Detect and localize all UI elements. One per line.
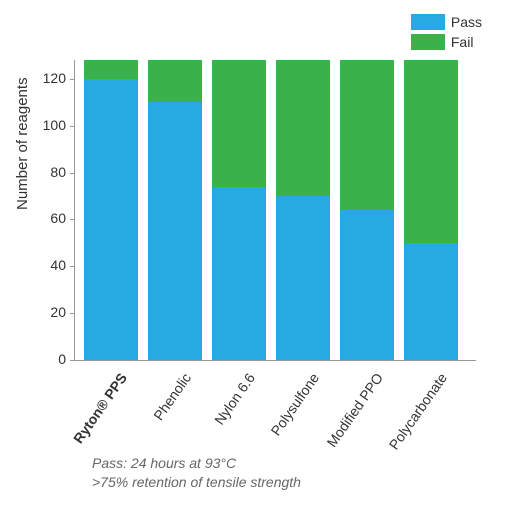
x-tick-label: Modified PPO bbox=[316, 370, 386, 461]
legend-label: Fail bbox=[451, 34, 474, 50]
bar-segment-pass bbox=[84, 79, 138, 360]
x-tick-label: Ryton® PPS bbox=[60, 370, 130, 461]
legend-item: Fail bbox=[411, 32, 482, 52]
bar-segment-fail bbox=[340, 60, 394, 210]
x-axis-line bbox=[74, 360, 476, 361]
x-tick-label: Phenolic bbox=[124, 370, 194, 461]
legend-swatch bbox=[411, 14, 445, 30]
bar bbox=[84, 60, 138, 360]
footnote-line-2: >75% retention of tensile strength bbox=[92, 473, 301, 492]
x-tick-label: Polysulfone bbox=[252, 370, 322, 461]
y-axis-title: Number of reagents bbox=[14, 77, 31, 210]
bar bbox=[212, 60, 266, 360]
footnote-line-1: Pass: 24 hours at 93°C bbox=[92, 454, 301, 473]
bar-segment-fail bbox=[404, 60, 458, 243]
y-axis-line bbox=[74, 60, 75, 360]
legend-swatch bbox=[411, 34, 445, 50]
plot-area bbox=[74, 60, 476, 360]
x-tick-label: Polycarbonate bbox=[380, 370, 450, 461]
bar bbox=[148, 60, 202, 360]
bar-segment-fail bbox=[148, 60, 202, 102]
bar-segment-pass bbox=[148, 102, 202, 360]
chart-container: Pass Fail Number of reagents 0 20 40 60 80 100… bbox=[0, 0, 520, 520]
bar-segment-pass bbox=[212, 187, 266, 360]
bar-segment-fail bbox=[84, 60, 138, 79]
bar-segment-pass bbox=[276, 196, 330, 360]
y-tick-label: 20 bbox=[50, 304, 66, 320]
y-tick-label: 0 bbox=[58, 351, 66, 367]
legend-item: Pass bbox=[411, 12, 482, 32]
y-tick-label: 100 bbox=[43, 117, 66, 133]
footnote: Pass: 24 hours at 93°C >75% retention of… bbox=[92, 454, 301, 492]
legend: Pass Fail bbox=[411, 12, 482, 52]
y-tick-label: 60 bbox=[50, 210, 66, 226]
legend-label: Pass bbox=[451, 14, 482, 30]
bar-segment-pass bbox=[404, 243, 458, 360]
bar bbox=[276, 60, 330, 360]
bar-segment-fail bbox=[276, 60, 330, 196]
y-tick-label: 120 bbox=[43, 70, 66, 86]
x-tick-label: Nylon 6.6 bbox=[188, 370, 258, 461]
bar bbox=[340, 60, 394, 360]
bar bbox=[404, 60, 458, 360]
y-tick-label: 80 bbox=[50, 164, 66, 180]
y-tick-label: 40 bbox=[50, 257, 66, 273]
bar-segment-fail bbox=[212, 60, 266, 187]
bar-segment-pass bbox=[340, 210, 394, 360]
